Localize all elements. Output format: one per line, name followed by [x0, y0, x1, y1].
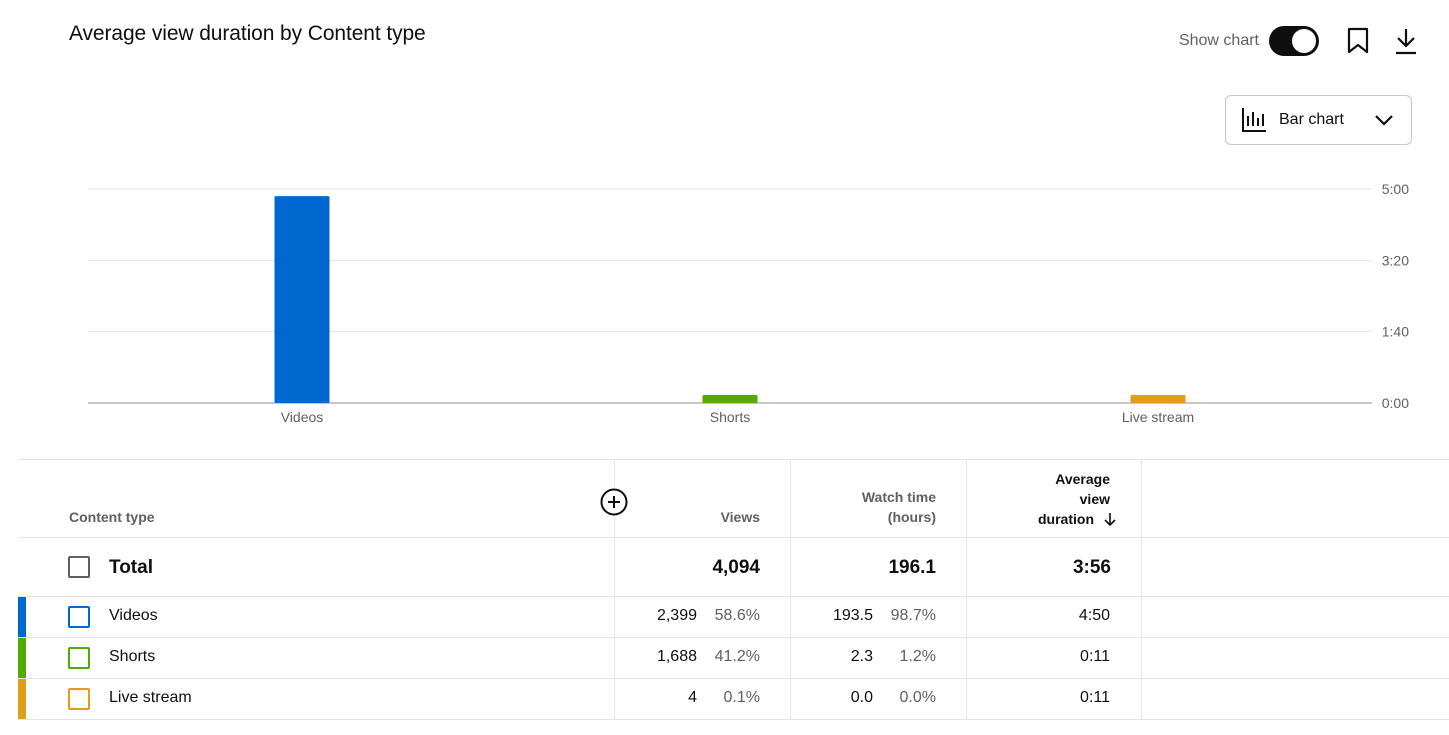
header-content-type-cell: Content type: [18, 460, 629, 537]
row-avd-cell: 0:11: [966, 679, 1142, 719]
download-icon: [1396, 29, 1416, 55]
row-watch-pct: 98.7%: [890, 607, 936, 624]
table-row: Shorts 1,688 41.2% 2.3 1.2% 0:11: [18, 638, 1449, 679]
header-average-view-duration[interactable]: Average view duration: [1038, 469, 1116, 529]
add-circle-icon: [600, 488, 628, 516]
y-tick-label: 1:40: [1382, 324, 1409, 340]
header-avd-cell: Average view duration: [966, 460, 1142, 537]
header-avd-line1: Average: [1055, 471, 1110, 487]
row-watch-time: 0.0: [850, 689, 873, 706]
chart-y-labels: 0:00 1:40 3:20 5:00: [1382, 181, 1409, 411]
header-watch-time-line2: (hours): [887, 509, 936, 525]
row-views: 2,399: [656, 607, 697, 624]
table-row: Live stream 4 0.1% 0.0 0.0% 0:11: [18, 679, 1449, 720]
series-color-bar: [18, 679, 26, 719]
header-empty-cell: [1142, 460, 1449, 537]
row-watch-time-cell: 0.0 0.0%: [790, 679, 966, 719]
top-actions: Show chart: [1179, 24, 1423, 58]
bar-chart-icon: [1242, 108, 1266, 132]
header-views[interactable]: Views: [720, 509, 760, 525]
total-label: Total: [109, 557, 153, 578]
row-empty-cell: [1142, 638, 1449, 678]
row-views: 4: [688, 689, 697, 706]
row-name[interactable]: Live stream: [109, 689, 192, 706]
bookmark-button[interactable]: [1341, 24, 1375, 58]
x-category-label: Shorts: [710, 409, 750, 425]
row-name-cell: Shorts: [18, 638, 614, 678]
header-avd-line2: view: [1079, 491, 1110, 507]
x-category-label: Live stream: [1122, 409, 1194, 425]
row-checkbox[interactable]: [68, 647, 90, 669]
show-chart-label: Show chart: [1178, 32, 1259, 49]
row-views-cell: 2,399 58.6%: [614, 597, 790, 637]
bar-videos[interactable]: [274, 196, 330, 403]
total-views: 4,094: [712, 557, 760, 578]
arrow-down-sort-icon: [1104, 513, 1116, 527]
row-views-pct: 58.6%: [714, 607, 760, 624]
show-chart-toggle[interactable]: [1269, 26, 1319, 56]
row-checkbox[interactable]: [68, 606, 90, 628]
row-views-pct: 41.2%: [714, 648, 760, 665]
add-column-button[interactable]: [599, 487, 629, 517]
row-checkbox[interactable]: [68, 688, 90, 710]
header-views-cell: Views: [614, 460, 790, 537]
x-category-label: Videos: [281, 409, 324, 425]
total-watch-time: 196.1: [888, 557, 936, 578]
series-color-bar: [18, 597, 26, 637]
total-avd-cell: 3:56: [966, 538, 1142, 596]
row-views-cell: 4 0.1%: [614, 679, 790, 719]
bookmark-icon: [1347, 27, 1369, 54]
header-watch-time-cell: Watch time (hours): [790, 460, 966, 537]
header-watch-time[interactable]: Watch time (hours): [862, 487, 936, 527]
chevron-down-icon: [1375, 115, 1393, 126]
table-row: Videos 2,399 58.6% 193.5 98.7% 4:50: [18, 597, 1449, 638]
header-content-type[interactable]: Content type: [69, 509, 155, 525]
row-views-cell: 1,688 41.2%: [614, 638, 790, 678]
y-tick-label: 0:00: [1382, 395, 1409, 411]
row-name-cell: Live stream: [18, 679, 614, 719]
row-avd: 0:11: [1080, 648, 1110, 665]
total-watch-time-cell: 196.1: [790, 538, 966, 596]
bar-chart: Videos Shorts Live stream 0:00 1:40 3:20 5:00: [88, 181, 1409, 425]
row-name[interactable]: Shorts: [109, 648, 156, 665]
y-tick-label: 5:00: [1382, 181, 1409, 197]
chart-x-labels: Videos Shorts Live stream: [281, 409, 1194, 425]
bar-shorts[interactable]: [702, 395, 758, 403]
row-name-cell: Videos: [18, 597, 614, 637]
row-avd: 0:11: [1080, 689, 1110, 706]
bar-live-stream[interactable]: [1130, 395, 1186, 403]
download-button[interactable]: [1389, 24, 1423, 58]
row-watch-pct: 1.2%: [899, 648, 936, 665]
row-views: 1,688: [656, 648, 697, 665]
toggle-knob: [1292, 29, 1316, 53]
header-avd-line3: duration: [1038, 511, 1094, 527]
table-header-row: Content type Views Watch time (hours) Av…: [18, 459, 1449, 538]
chart-type-dropdown[interactable]: Bar chart: [1225, 95, 1412, 145]
series-color-bar: [18, 638, 26, 678]
row-watch-time: 2.3: [850, 648, 873, 665]
total-name-cell: Total: [18, 538, 614, 596]
row-name[interactable]: Videos: [109, 607, 158, 624]
table-total-row: Total 4,094 196.1 3:56: [18, 538, 1449, 597]
row-watch-time: 193.5: [832, 607, 873, 624]
row-watch-pct: 0.0%: [899, 689, 936, 706]
content-type-table: Content type Views Watch time (hours) Av…: [18, 459, 1449, 720]
y-tick-label: 3:20: [1382, 252, 1409, 268]
row-views-pct: 0.1%: [723, 689, 760, 706]
chart-type-label: Bar chart: [1279, 111, 1344, 128]
total-empty-cell: [1142, 538, 1449, 596]
row-empty-cell: [1142, 597, 1449, 637]
total-avd: 3:56: [1072, 557, 1111, 578]
row-watch-time-cell: 193.5 98.7%: [790, 597, 966, 637]
header-watch-time-line1: Watch time: [861, 489, 936, 505]
report-title: Average view duration by Content type: [69, 22, 426, 45]
row-avd-cell: 4:50: [966, 597, 1142, 637]
total-views-cell: 4,094: [614, 538, 790, 596]
row-watch-time-cell: 2.3 1.2%: [790, 638, 966, 678]
row-avd: 4:50: [1078, 607, 1110, 624]
row-empty-cell: [1142, 679, 1449, 719]
total-checkbox[interactable]: [68, 556, 90, 578]
row-avd-cell: 0:11: [966, 638, 1142, 678]
chart-bars: [274, 196, 1186, 403]
